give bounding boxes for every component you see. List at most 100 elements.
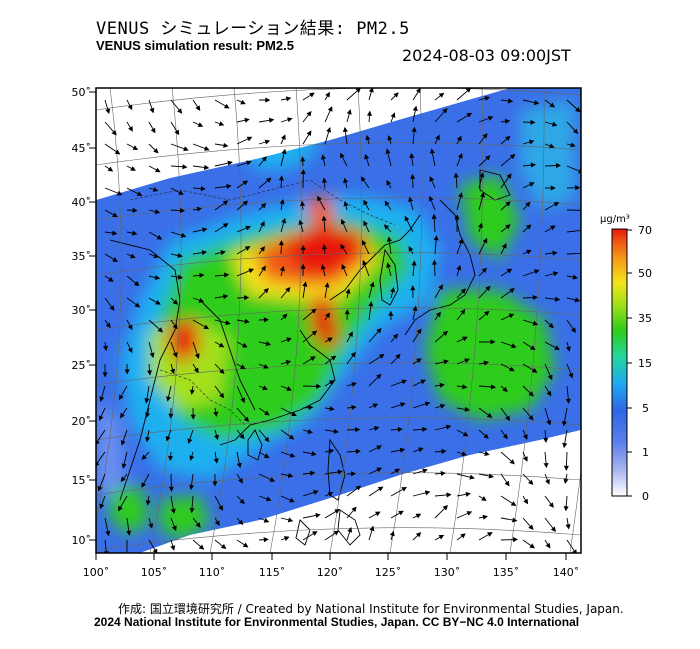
wind-arrow-head [285, 96, 292, 102]
wind-arrow-head [445, 424, 452, 430]
wind-arrow-head [435, 134, 440, 141]
wind-arrow-head [384, 200, 390, 207]
wind-arrow-head [214, 434, 219, 441]
wind-arrow-head [508, 313, 515, 319]
wind-arrow-head [561, 420, 568, 427]
wind-arrow-head [213, 458, 219, 464]
wind-arrow-head [327, 337, 333, 343]
wind-arrow-head [189, 507, 195, 514]
wind-arrow-head [528, 479, 534, 485]
wind-arrow-head [483, 360, 490, 366]
wind-arrow-head [565, 524, 571, 530]
wind-arrow-head [199, 272, 205, 278]
map-frame [95, 87, 582, 554]
wind-arrow-head [389, 530, 395, 537]
wind-arrow-head [481, 267, 487, 274]
wind-arrow-head [203, 164, 210, 170]
meridian-line [329, 88, 362, 553]
wind-arrow-head [311, 451, 317, 457]
wind-arrow-head [226, 183, 232, 189]
wind-arrow-head [553, 271, 559, 277]
wind-arrow-head [343, 177, 349, 184]
wind-arrow-head [438, 284, 443, 290]
wind-arrow-head [365, 134, 371, 141]
wind-arrow-head [127, 324, 133, 331]
wind-arrow-head [395, 353, 401, 360]
wind-arrow-head [442, 108, 448, 114]
wind-arrow-head [287, 472, 294, 478]
wind-arrow-head [531, 367, 538, 373]
wind-arrow-head [219, 368, 225, 375]
wind-arrow-head [144, 398, 150, 404]
wind-arrow-head [422, 468, 428, 474]
wind-arrow-head [439, 382, 445, 388]
wind-arrow-head [170, 368, 176, 375]
wind-arrow-head [165, 435, 171, 442]
lat-label: 10˚ [72, 534, 92, 547]
wind-arrow-head [174, 129, 180, 136]
wind-arrow-head [373, 426, 380, 431]
wind-arrow-head [171, 525, 177, 532]
wind-arrow-head [411, 126, 417, 132]
wind-arrow-head [460, 533, 466, 539]
wind-arrow-head [410, 173, 416, 179]
wind-arrow-head [177, 108, 183, 114]
wind-arrow-head [219, 392, 225, 399]
wind-arrow-head [99, 503, 105, 510]
wind-arrow-head [460, 309, 466, 315]
wind-arrow-head [112, 257, 118, 262]
wind-arrow-head [259, 246, 266, 252]
wind-arrow-head [183, 146, 189, 152]
lon-label: 105˚ [141, 566, 168, 579]
wind-arrow-head [490, 339, 496, 345]
wind-arrow-head [348, 331, 353, 337]
wind-arrow-head [281, 217, 287, 224]
lat-label: 30˚ [72, 304, 92, 317]
wind-arrow-head [490, 384, 497, 390]
wind-arrow-head [416, 328, 422, 334]
wind-arrow-head [194, 353, 200, 359]
wind-arrow-head [172, 352, 178, 358]
wind-arrow-head [545, 479, 550, 485]
wind-arrow-head [134, 302, 141, 308]
wind-arrow-head [152, 186, 159, 192]
wind-arrow-head [105, 530, 111, 537]
wind-arrow-head [282, 313, 288, 319]
wind-arrow-head [141, 482, 147, 488]
wind-arrow-head [376, 327, 382, 334]
wind-arrow-head [464, 406, 470, 412]
wind-arrow-head [218, 505, 223, 511]
wind-arrow-head [385, 148, 391, 154]
wind-arrow-head [150, 127, 156, 134]
wind-arrow-head [278, 240, 284, 246]
wind-arrow-head [410, 285, 416, 291]
wind-arrow-head [377, 486, 384, 492]
wind-arrow-head [153, 253, 159, 259]
wind-arrow-head [372, 403, 379, 409]
wind-arrow-head [388, 310, 394, 316]
wind-arrow-head [240, 364, 246, 370]
wind-arrow-head [198, 544, 205, 550]
license-text: 2024 National Institute for Environmenta… [94, 615, 580, 629]
wind-arrow-head [189, 455, 195, 461]
pm25-map: 50˚ 45˚ 40˚ 35˚ 30˚ 25˚ 20˚ 15˚ 10˚ 100˚… [72, 86, 653, 579]
parallel-line [96, 362, 581, 386]
wind-arrow-head [222, 200, 229, 206]
wind-arrow-head [102, 372, 108, 378]
wind-arrow-head [263, 364, 269, 369]
wind-arrow-head [108, 276, 114, 282]
wind-arrow-head [376, 373, 382, 380]
wind-arrow-head [198, 297, 205, 303]
wind-arrow-head [307, 429, 313, 434]
wind-arrow-head [528, 391, 534, 397]
wind-arrow-head [340, 243, 346, 250]
wind-arrow-head [300, 244, 306, 251]
wind-arrow-head [218, 342, 225, 348]
wind-arrow-head [529, 543, 535, 549]
wind-arrow-head [477, 222, 483, 229]
wind-arrow-head [432, 259, 438, 265]
wind-arrow-head [132, 207, 138, 213]
wind-arrow-head [316, 383, 322, 389]
wind-arrow-head [525, 201, 531, 208]
wind-arrow-head [393, 92, 399, 98]
